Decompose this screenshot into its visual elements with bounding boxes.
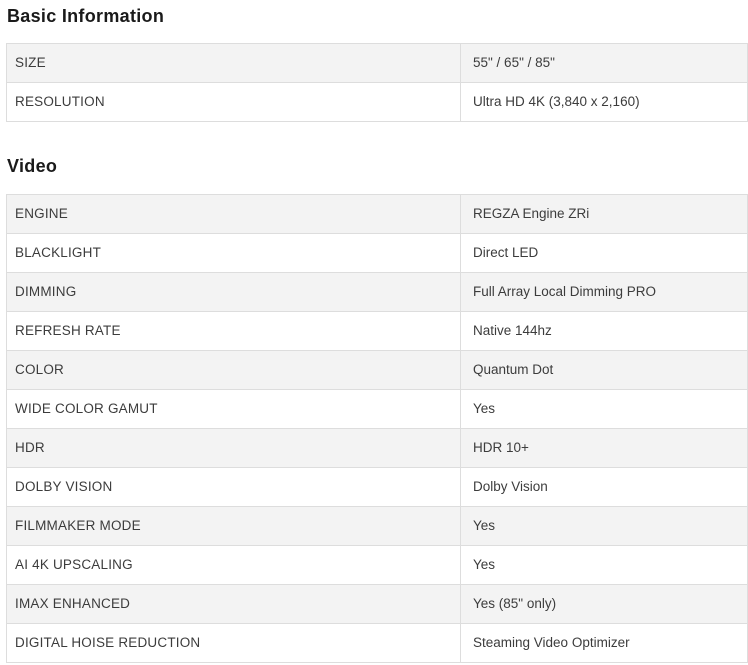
table-row: DOLBY VISION Dolby Vision: [6, 467, 748, 507]
spec-value: Dolby Vision: [460, 467, 748, 507]
table-row: REFRESH RATE Native 144hz: [6, 311, 748, 351]
spec-label: HDR: [6, 428, 461, 468]
table-row: RESOLUTION Ultra HD 4K (3,840 x 2,160): [6, 82, 748, 122]
spec-label: FILMMAKER MODE: [6, 506, 461, 546]
spec-label: ENGINE: [6, 194, 461, 234]
spec-label: RESOLUTION: [6, 82, 461, 122]
spec-value: Yes: [460, 389, 748, 429]
section-title: Basic Information: [7, 6, 165, 26]
spec-table-basic-information: SIZE 55" / 65" / 85" RESOLUTION Ultra HD…: [6, 43, 748, 122]
spec-value: Direct LED: [460, 233, 748, 273]
table-row: DIMMING Full Array Local Dimming PRO: [6, 272, 748, 312]
table-row: IMAX ENHANCED Yes (85" only): [6, 584, 748, 624]
table-row: AI 4K UPSCALING Yes: [6, 545, 748, 585]
spec-label: IMAX ENHANCED: [6, 584, 461, 624]
spec-table-video: ENGINE REGZA Engine ZRi BLACKLIGHT Direc…: [6, 194, 748, 663]
table-row: ENGINE REGZA Engine ZRi: [6, 194, 748, 234]
spec-label: REFRESH RATE: [6, 311, 461, 351]
spec-value: REGZA Engine ZRi: [460, 194, 748, 234]
spec-label: BLACKLIGHT: [6, 233, 461, 273]
table-row: HDR HDR 10+: [6, 428, 748, 468]
section-title: Video: [7, 156, 58, 176]
spec-value: Yes: [460, 506, 748, 546]
table-row: COLOR Quantum Dot: [6, 350, 748, 390]
table-row: BLACKLIGHT Direct LED: [6, 233, 748, 273]
table-row: SIZE 55" / 65" / 85": [6, 43, 748, 83]
table-row: WIDE COLOR GAMUT Yes: [6, 389, 748, 429]
spec-value: 55" / 65" / 85": [460, 43, 748, 83]
section-basic-information: Basic Information SIZE 55" / 65" / 85" R…: [6, 6, 748, 122]
section-video: Video ENGINE REGZA Engine ZRi BLACKLIGHT…: [6, 156, 748, 663]
spec-label: COLOR: [6, 350, 461, 390]
spec-value: Yes: [460, 545, 748, 585]
spec-label: DIGITAL HOISE REDUCTION: [6, 623, 461, 663]
spec-value: Yes (85" only): [460, 584, 748, 624]
spec-value: Steaming Video Optimizer: [460, 623, 748, 663]
spec-table-body: SIZE 55" / 65" / 85" RESOLUTION Ultra HD…: [6, 43, 748, 122]
spec-table-body: ENGINE REGZA Engine ZRi BLACKLIGHT Direc…: [6, 194, 748, 663]
table-row: DIGITAL HOISE REDUCTION Steaming Video O…: [6, 623, 748, 663]
spec-label: WIDE COLOR GAMUT: [6, 389, 461, 429]
table-row: FILMMAKER MODE Yes: [6, 506, 748, 546]
spec-label: DIMMING: [6, 272, 461, 312]
spec-label: SIZE: [6, 43, 461, 83]
spec-value: Quantum Dot: [460, 350, 748, 390]
spec-label: DOLBY VISION: [6, 467, 461, 507]
spec-label: AI 4K UPSCALING: [6, 545, 461, 585]
spec-value: Native 144hz: [460, 311, 748, 351]
spec-value: Full Array Local Dimming PRO: [460, 272, 748, 312]
spec-value: Ultra HD 4K (3,840 x 2,160): [460, 82, 748, 122]
spec-value: HDR 10+: [460, 428, 748, 468]
